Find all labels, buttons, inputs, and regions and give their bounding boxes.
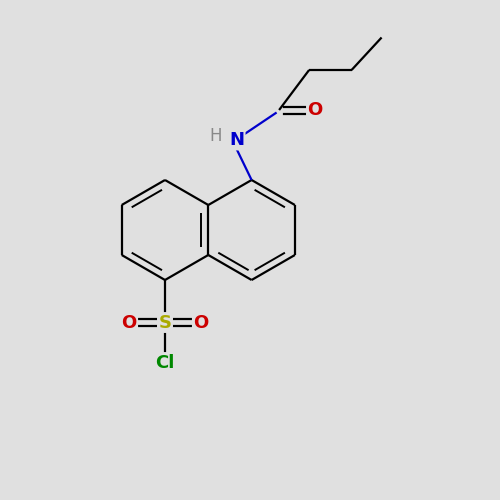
Text: S: S	[158, 314, 172, 332]
Text: O: O	[308, 101, 322, 119]
Text: O: O	[194, 314, 208, 332]
Text: O: O	[122, 314, 136, 332]
Text: N: N	[229, 131, 244, 149]
Text: Cl: Cl	[156, 354, 174, 372]
Text: H: H	[210, 127, 222, 145]
